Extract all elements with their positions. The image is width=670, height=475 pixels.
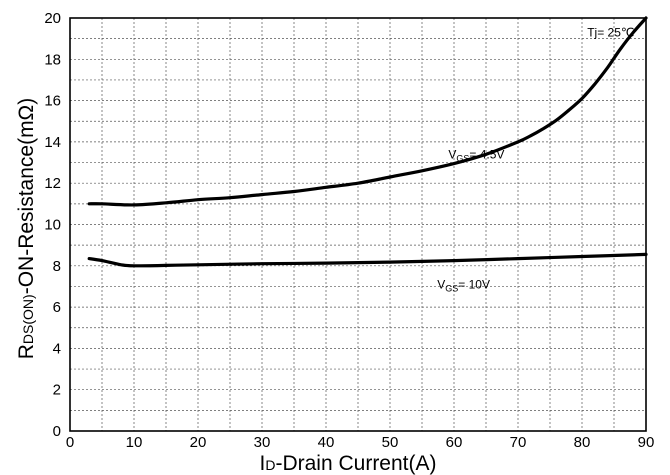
- y-tick-label: 2: [53, 382, 61, 399]
- y-tick-label: 18: [44, 51, 61, 68]
- y-tick-label: 12: [44, 175, 61, 192]
- y-axis-title-main: R: [15, 344, 38, 359]
- tick-labels: 0 10 20 30 40 50 60 70 80 90 0 2 4 6 8 10 12 14 16 18 20: [44, 10, 654, 451]
- y-axis-title-subscript: DS(ON): [20, 294, 36, 344]
- x-axis-title: ID-Drain Current(A): [260, 452, 437, 475]
- y-axis-title: RDS(ON)-ON-Resistance(mΩ): [15, 98, 38, 360]
- x-tick-label: 90: [638, 434, 655, 451]
- y-tick-label: 14: [44, 134, 61, 151]
- x-axis-title-subscript: D: [265, 457, 275, 473]
- x-tick-label: 60: [446, 434, 463, 451]
- x-tick-label: 40: [318, 434, 335, 451]
- series-label-subscript: GS: [456, 153, 469, 163]
- series-label-rest: = 4.5V: [469, 147, 504, 161]
- x-tick-label: 0: [66, 434, 74, 451]
- x-axis-title-main: I: [260, 452, 266, 475]
- series-label-rest: = 10V: [458, 278, 490, 292]
- series-line-2: [87, 252, 648, 268]
- x-tick-label: 10: [126, 434, 143, 451]
- y-tick-label: 20: [44, 10, 61, 27]
- series-label-main: V: [437, 278, 445, 292]
- x-tick-label: 20: [190, 434, 207, 451]
- temperature-annotation: Tj= 25℃: [587, 26, 634, 40]
- grid-lines: [70, 18, 646, 431]
- series-label-2: VGS= 10V: [437, 278, 490, 294]
- series-line-1: [87, 16, 648, 207]
- x-tick-label: 30: [254, 434, 271, 451]
- plot-frame: [69, 17, 647, 432]
- series-label-subscript: GS: [445, 284, 458, 294]
- x-tick-label: 50: [382, 434, 399, 451]
- x-tick-label: 70: [510, 434, 527, 451]
- y-axis-title-rest: -ON-Resistance(mΩ): [15, 98, 38, 295]
- series-label-1: VGS= 4.5V: [448, 147, 504, 163]
- y-tick-label: 6: [53, 299, 61, 316]
- y-tick-label: 8: [53, 258, 61, 275]
- y-tick-label: 4: [53, 340, 61, 357]
- x-axis-title-rest: -Drain Current(A): [275, 452, 436, 475]
- y-tick-label: 10: [44, 217, 61, 234]
- x-tick-label: 80: [574, 434, 591, 451]
- y-tick-label: 0: [53, 423, 61, 440]
- series-label-main: V: [448, 147, 456, 161]
- curves: [87, 16, 648, 268]
- y-tick-label: 16: [44, 93, 61, 110]
